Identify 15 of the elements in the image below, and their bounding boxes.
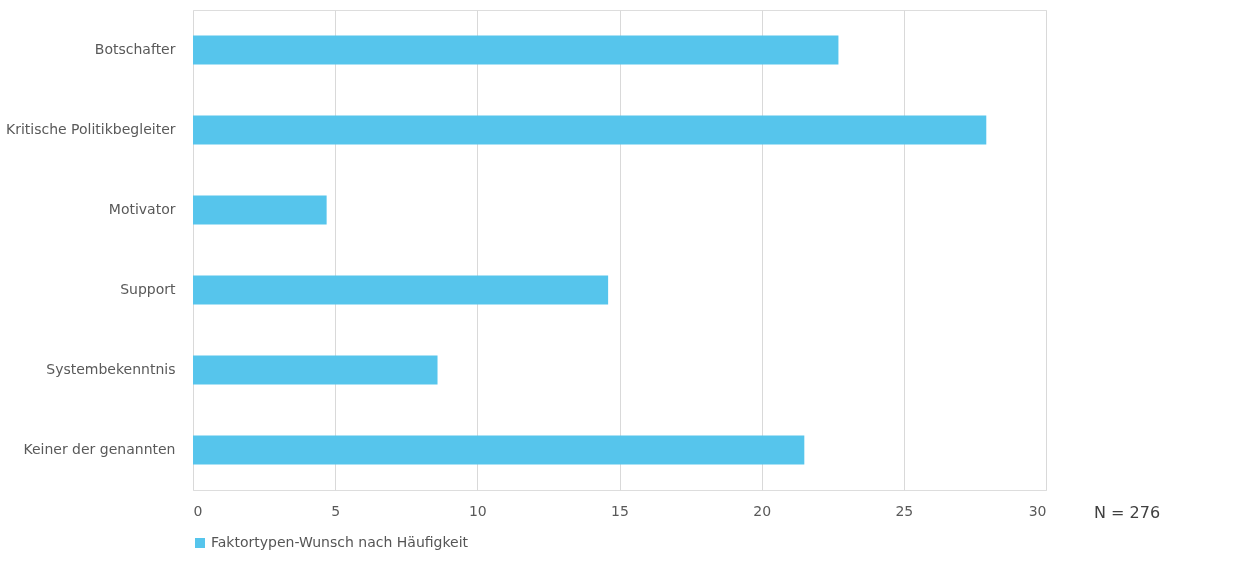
legend-label: Faktortypen-Wunsch nach Häufigkeit	[211, 534, 469, 550]
x-tick-label: 5	[331, 502, 341, 519]
x-tick-label: 20	[753, 502, 772, 519]
x-tick-label: 0	[193, 502, 203, 519]
y-tick-label: Motivator	[108, 201, 176, 217]
x-tick-label: 10	[468, 502, 487, 519]
y-tick-label: Kritische Politikbegleiter	[5, 121, 176, 137]
y-tick-label: Botschafter	[94, 41, 176, 57]
y-tick-label: Keiner der genannten	[23, 441, 176, 457]
y-tick-label: Systembekenntnis	[46, 361, 176, 377]
x-tick-label: 30	[1028, 502, 1047, 519]
x-tick-label: 25	[895, 502, 914, 519]
x-tick-label: 15	[611, 502, 629, 519]
y-tick-label: Support	[120, 281, 177, 297]
text: N = 276	[1094, 503, 1161, 522]
